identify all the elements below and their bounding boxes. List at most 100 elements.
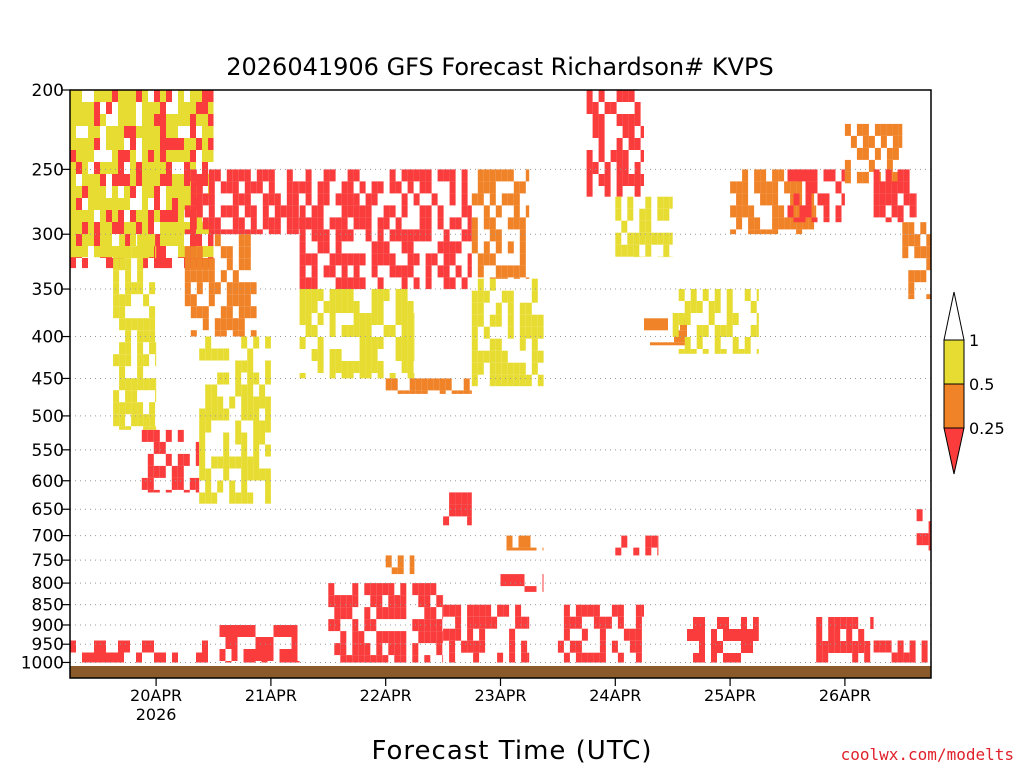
heatmap-cell	[754, 181, 761, 194]
heatmap-cell	[244, 234, 251, 247]
heatmap-cell	[425, 277, 432, 290]
heatmap-cell	[261, 637, 268, 649]
heatmap-cell	[885, 217, 892, 223]
heatmap-cell	[253, 372, 260, 385]
heatmap-cell	[736, 181, 743, 194]
heatmap-cell	[726, 313, 733, 325]
heatmap-cell	[353, 217, 360, 230]
heatmap-cell	[160, 150, 166, 162]
heatmap-cell	[94, 198, 100, 210]
heatmap-cell	[88, 198, 94, 210]
heatmap-cell	[409, 567, 415, 575]
heatmap-cell	[226, 282, 233, 295]
heatmap-cell	[142, 198, 148, 210]
heatmap-cell	[736, 193, 743, 206]
heatmap-cell	[413, 169, 420, 182]
heatmap-cell	[171, 465, 178, 478]
heatmap-cell	[467, 253, 472, 266]
heatmap-cell	[223, 444, 230, 457]
x-tick-label: 20APR	[130, 686, 182, 705]
heatmap-cell	[166, 174, 172, 186]
heatmap-cell	[196, 234, 202, 246]
heatmap-cell	[736, 217, 743, 230]
heatmap-cell	[413, 349, 415, 361]
heatmap-cell	[299, 229, 306, 242]
heatmap-cell	[183, 489, 190, 493]
heatmap-cell	[172, 174, 178, 186]
heatmap-cell	[136, 210, 142, 222]
heatmap-cell	[908, 282, 915, 295]
heatmap-cell	[696, 301, 703, 313]
heatmap-cell	[178, 138, 184, 150]
heatmap-cell	[184, 114, 190, 126]
heatmap-cell	[377, 301, 384, 313]
heatmap-cell	[471, 217, 478, 230]
heatmap-cell	[225, 661, 232, 663]
heatmap-cell	[94, 114, 100, 126]
heatmap-cell	[903, 652, 910, 663]
heatmap-cell	[229, 492, 236, 504]
heatmap-cell	[885, 169, 892, 182]
heatmap-cell	[160, 138, 166, 150]
heatmap-cell	[495, 314, 502, 327]
heatmap-cell	[82, 150, 88, 162]
heatmap-cell	[413, 277, 420, 290]
heatmap-cell	[519, 229, 526, 242]
heatmap-cell	[864, 653, 871, 663]
heatmap-cell	[130, 186, 136, 198]
heatmap-cell	[518, 574, 525, 587]
heatmap-cell	[645, 244, 652, 257]
heatmap-cell	[436, 643, 443, 656]
heatmap-cell	[822, 653, 829, 663]
heatmap-cell	[699, 629, 705, 641]
heatmap-cell	[669, 232, 673, 245]
heatmap-cell	[220, 306, 227, 319]
heatmap-cell	[413, 313, 415, 325]
heatmap-cell	[232, 229, 239, 235]
heatmap-cell	[844, 123, 851, 136]
heatmap-cell	[467, 640, 474, 653]
heatmap-cell	[166, 222, 172, 234]
heatmap-cell	[846, 629, 853, 641]
heatmap-cell	[730, 229, 737, 235]
heatmap-cell	[445, 378, 452, 391]
heatmap-cell	[627, 232, 634, 245]
heatmap-cell	[669, 196, 673, 209]
heatmap-cell	[909, 193, 916, 206]
heatmap-cell	[401, 205, 408, 218]
heatmap-cell	[131, 390, 138, 403]
heatmap-cell	[469, 390, 472, 394]
heatmap-cell	[823, 205, 830, 218]
heatmap-cell	[291, 625, 298, 637]
heatmap-cell	[599, 628, 606, 641]
heatmap-cell	[113, 258, 120, 271]
heatmap-cell	[119, 294, 126, 307]
heatmap-cell	[208, 126, 214, 138]
heatmap-cell	[250, 330, 257, 337]
heatmap-cell	[346, 607, 353, 620]
heatmap-cell	[407, 169, 414, 182]
y-tick-label: 400	[32, 328, 64, 348]
heatmap-cell	[199, 432, 206, 445]
heatmap-cell	[317, 217, 324, 230]
heatmap-cell	[519, 217, 526, 230]
heatmap-cell	[525, 277, 530, 279]
heatmap-cell	[635, 652, 642, 663]
heatmap-cell	[113, 306, 120, 319]
heatmap-cell	[365, 217, 372, 230]
heatmap-cell	[656, 342, 662, 346]
heatmap-cell	[730, 205, 737, 218]
heatmap-cell	[415, 378, 422, 391]
heatmap-cell	[82, 222, 88, 234]
heatmap-cell	[483, 290, 490, 303]
heatmap-cell	[208, 150, 214, 162]
heatmap-cell	[586, 150, 593, 162]
heatmap-cell	[491, 616, 498, 629]
heatmap-cell	[265, 360, 271, 373]
heatmap-cell	[317, 337, 324, 349]
heatmap-cell	[220, 270, 227, 283]
heatmap-cell	[177, 453, 184, 466]
heatmap-cell	[142, 114, 148, 126]
heatmap-cell	[394, 607, 401, 620]
